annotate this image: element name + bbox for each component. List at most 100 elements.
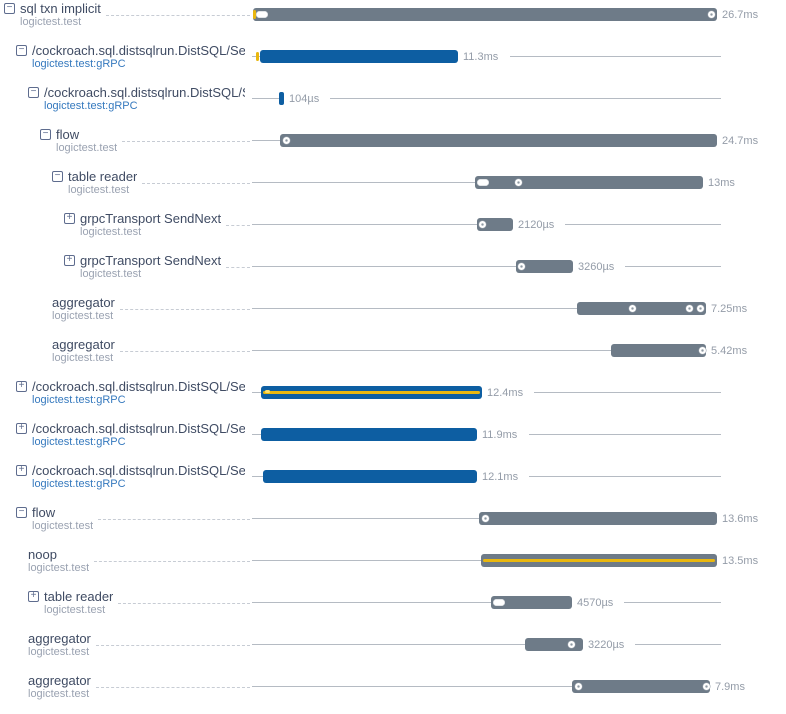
- span-row[interactable]: 11.9ms + /cockroach.sql.distsqlrun.DistS…: [0, 420, 786, 462]
- timeline-lead-line: [252, 476, 263, 477]
- expand-toggle-icon[interactable]: +: [28, 591, 39, 602]
- span-bar[interactable]: [475, 176, 703, 189]
- indent-spacer: [0, 84, 28, 85]
- duration-label: 5.42ms: [711, 345, 748, 357]
- timeline-lead-line: [252, 350, 611, 351]
- duration-label: 12.1ms: [482, 471, 519, 483]
- span-service: logictest.test: [28, 646, 90, 658]
- span-service: logictest.test: [44, 604, 106, 616]
- expand-toggle-icon[interactable]: +: [16, 423, 27, 434]
- span-bar[interactable]: [577, 302, 706, 315]
- span-bar[interactable]: [261, 386, 482, 399]
- span-row[interactable]: 5.42ms aggregator logictest.test: [0, 336, 786, 378]
- span-name[interactable]: grpcTransport SendNext: [80, 211, 222, 226]
- span-name[interactable]: noop: [28, 547, 57, 562]
- collapse-toggle-icon[interactable]: −: [4, 3, 15, 14]
- span-row[interactable]: 3220µs aggregator logictest.test: [0, 630, 786, 672]
- timeline-lead-line: [252, 560, 481, 561]
- span-name[interactable]: sql txn implicit: [20, 1, 101, 16]
- span-row[interactable]: 104µs − /cockroach.sql.distsqlrun.DistSQ…: [0, 84, 786, 126]
- span-row[interactable]: 7.9ms aggregator logictest.test: [0, 672, 786, 714]
- span-name[interactable]: grpcTransport SendNext: [80, 253, 222, 268]
- span-name[interactable]: table reader: [68, 169, 138, 184]
- leader-line: [95, 645, 250, 646]
- span-bar[interactable]: [481, 554, 717, 567]
- span-row[interactable]: 3260µs + grpcTransport SendNext logictes…: [0, 252, 786, 294]
- expand-toggle-icon[interactable]: +: [16, 465, 27, 476]
- duration-label: 13ms: [708, 177, 735, 189]
- span-name[interactable]: /cockroach.sql.distsqlrun.DistSQL/Set: [32, 463, 245, 478]
- span-name[interactable]: /cockroach.sql.distsqlrun.DistSQL/Set: [32, 421, 245, 436]
- span-row[interactable]: 12.4ms + /cockroach.sql.distsqlrun.DistS…: [0, 378, 786, 420]
- span-name[interactable]: /cockroach.sql.distsqlrun.DistSQL/Set: [32, 379, 245, 394]
- span-service: logictest.test:gRPC: [32, 478, 126, 490]
- duration-label: 13.5ms: [722, 555, 759, 567]
- span-bar[interactable]: [611, 344, 706, 357]
- span-name[interactable]: /cockroach.sql.distsqlrun.DistSQL/Set: [32, 43, 245, 58]
- span-bar[interactable]: [261, 428, 477, 441]
- leader-line: [94, 561, 250, 562]
- collapse-toggle-icon[interactable]: −: [16, 507, 27, 518]
- collapse-toggle-icon[interactable]: −: [28, 87, 39, 98]
- expand-toggle-icon[interactable]: +: [64, 213, 75, 224]
- log-stripe: [263, 391, 480, 394]
- span-name[interactable]: aggregator: [28, 673, 91, 688]
- span-bar[interactable]: [253, 8, 717, 21]
- duration-label: 13.6ms: [722, 513, 759, 525]
- duration-label: 3260µs: [578, 261, 615, 273]
- indent-spacer: [0, 378, 16, 379]
- span-row[interactable]: 11.3ms − /cockroach.sql.distsqlrun.DistS…: [0, 42, 786, 84]
- span-bar[interactable]: [279, 92, 284, 105]
- collapse-toggle-icon[interactable]: −: [16, 45, 27, 56]
- span-row[interactable]: 13ms − table reader logictest.test: [0, 168, 786, 210]
- timeline-lead-line: [252, 392, 261, 393]
- duration-label: 26.7ms: [722, 9, 759, 21]
- span-service: logictest.test:gRPC: [32, 394, 126, 406]
- span-row[interactable]: 2120µs + grpcTransport SendNext logictes…: [0, 210, 786, 252]
- span-name[interactable]: flow: [56, 127, 80, 142]
- span-row[interactable]: 7.25ms aggregator logictest.test: [0, 294, 786, 336]
- span-row[interactable]: 26.7ms − sql txn implicit logictest.test: [0, 0, 786, 42]
- span-bar[interactable]: [477, 218, 513, 231]
- span-bar[interactable]: [572, 680, 710, 693]
- span-name[interactable]: aggregator: [28, 631, 91, 646]
- indent-spacer: [0, 546, 28, 547]
- span-row[interactable]: 13.6ms − flow logictest.test: [0, 504, 786, 546]
- leader-line: [105, 15, 250, 16]
- span-name[interactable]: aggregator: [52, 295, 115, 310]
- timeline-lead-line: [252, 686, 572, 687]
- indent-spacer: [0, 42, 16, 43]
- span-name[interactable]: table reader: [44, 589, 114, 604]
- timeline-trail-line: [564, 224, 721, 225]
- duration-label: 2120µs: [518, 219, 555, 231]
- span-bar[interactable]: [263, 470, 477, 483]
- leader-line: [119, 309, 250, 310]
- span-row[interactable]: 4570µs + table reader logictest.test: [0, 588, 786, 630]
- collapse-toggle-icon[interactable]: −: [52, 171, 63, 182]
- timeline-trail-line: [509, 56, 721, 57]
- log-stripe: [483, 559, 715, 562]
- span-bar[interactable]: [516, 260, 573, 273]
- span-service: logictest.test: [32, 520, 94, 532]
- span-name[interactable]: aggregator: [52, 337, 115, 352]
- leader-line: [119, 351, 250, 352]
- span-name[interactable]: /cockroach.sql.distsqlrun.DistSQL/S: [44, 85, 245, 100]
- span-row[interactable]: 12.1ms + /cockroach.sql.distsqlrun.DistS…: [0, 462, 786, 504]
- span-name[interactable]: flow: [32, 505, 56, 520]
- leader-line: [98, 519, 250, 520]
- span-bar[interactable]: [260, 50, 458, 63]
- indent-spacer: [0, 252, 64, 253]
- indent-spacer: [0, 336, 52, 337]
- span-bar[interactable]: [280, 134, 717, 147]
- span-bar[interactable]: [479, 512, 717, 525]
- span-service: logictest.test:gRPC: [32, 58, 126, 70]
- expand-toggle-icon[interactable]: +: [16, 381, 27, 392]
- span-row[interactable]: 24.7ms − flow logictest.test: [0, 126, 786, 168]
- collapse-toggle-icon[interactable]: −: [40, 129, 51, 140]
- span-row[interactable]: 13.5ms noop logictest.test: [0, 546, 786, 588]
- timeline-trail-line: [624, 266, 721, 267]
- span-bar[interactable]: [491, 596, 572, 609]
- expand-toggle-icon[interactable]: +: [64, 255, 75, 266]
- timeline-trail-line: [528, 476, 721, 477]
- span-bar[interactable]: [525, 638, 583, 651]
